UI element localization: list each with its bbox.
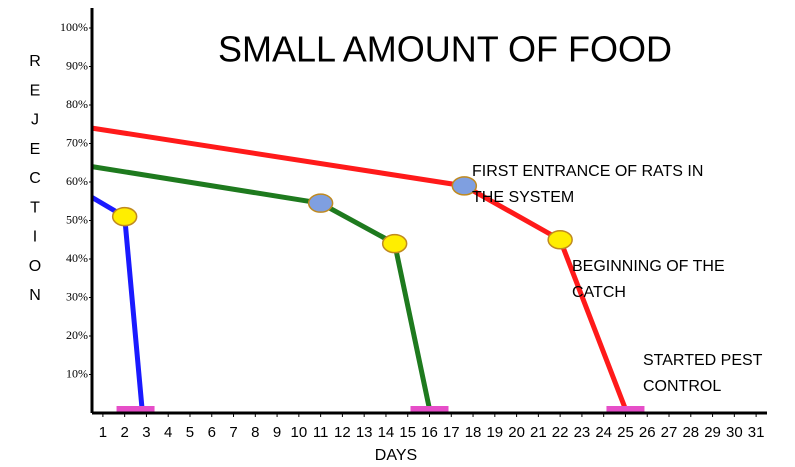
y-tick-label: 30% [66, 289, 88, 303]
x-tick-label: 15 [399, 424, 416, 441]
pest-control-marker [410, 406, 449, 414]
y-tick-label: 40% [66, 251, 88, 265]
x-tick-label: 31 [748, 424, 765, 441]
y-tick-label: 50% [66, 212, 88, 226]
x-tick-label: 30 [726, 424, 743, 441]
x-tick-label: 19 [486, 424, 503, 441]
x-tick-label: 17 [443, 424, 460, 441]
y-tick-label: 90% [66, 58, 88, 72]
annotation: CATCH [572, 284, 626, 301]
x-tick-label: 18 [465, 424, 482, 441]
annotation: FIRST ENTRANCE OF RATS IN [472, 163, 703, 180]
annotation: THE SYSTEM [472, 189, 574, 206]
annotation: CONTROL [643, 378, 721, 395]
x-tick-label: 10 [291, 424, 308, 441]
event-marker [451, 176, 478, 196]
x-tick-label: 13 [356, 424, 373, 441]
pest-control-marker [116, 406, 155, 414]
chart-title: SMALL AMOUNT OF FOOD [218, 29, 672, 70]
x-tick-label: 22 [552, 424, 569, 441]
event-marker [111, 206, 138, 227]
x-tick-label: 20 [508, 424, 525, 441]
event-marker [307, 193, 334, 213]
x-tick-label: 27 [661, 424, 678, 441]
x-tick-label: 25 [617, 424, 634, 441]
x-tick-label: 16 [421, 424, 438, 441]
x-tick-label: 7 [229, 424, 237, 441]
x-tick-label: 26 [639, 424, 656, 441]
series-line [91, 164, 432, 410]
x-tick-label: 2 [120, 424, 128, 441]
x-tick-label: 11 [313, 424, 329, 441]
y-tick-label: 10% [66, 366, 88, 380]
series-line [91, 125, 628, 411]
x-tick-label: 23 [574, 424, 591, 441]
x-tick-label: 3 [142, 424, 150, 441]
x-tick-label: 12 [334, 424, 351, 441]
x-axis-label: DAYS [375, 447, 417, 464]
y-tick-label: 70% [66, 135, 88, 149]
x-tick-label: 6 [208, 424, 216, 441]
annotation: BEGINNING OF THE [572, 258, 725, 275]
pest-control-marker [606, 406, 645, 414]
event-marker [381, 233, 408, 254]
y-tick-label: 60% [66, 174, 88, 188]
x-tick-label: 4 [164, 424, 172, 441]
annotation: STARTED PEST [643, 352, 763, 369]
x-tick-label: 14 [378, 424, 395, 441]
y-tick-label: 20% [66, 328, 88, 342]
x-tick-label: 9 [273, 424, 281, 441]
x-tick-label: 24 [595, 424, 612, 441]
series-line [90, 195, 145, 410]
y-tick-label: 80% [66, 97, 88, 111]
y-tick-label: 100% [60, 20, 88, 34]
x-tick-label: 21 [530, 424, 547, 441]
x-tick-label: 1 [99, 424, 107, 441]
x-tick-label: 29 [704, 424, 721, 441]
x-tick-label: 8 [251, 424, 259, 441]
x-tick-label: 5 [186, 424, 194, 441]
event-marker [547, 230, 573, 250]
x-tick-label: 28 [682, 424, 699, 441]
